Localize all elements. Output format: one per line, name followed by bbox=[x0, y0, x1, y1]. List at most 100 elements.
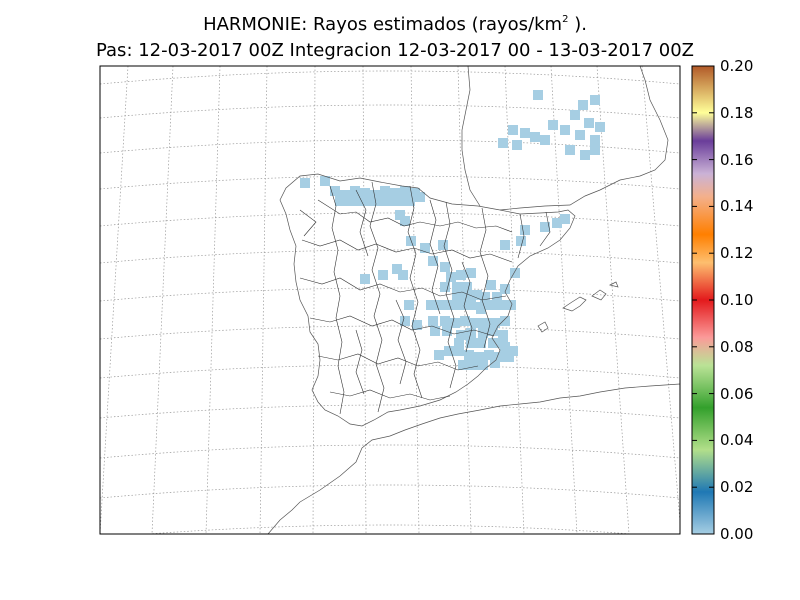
colorbar-tick-label: 0.08 bbox=[720, 337, 754, 356]
lightning-cell bbox=[476, 304, 486, 314]
lightning-cell bbox=[500, 284, 510, 294]
lightning-cell bbox=[498, 138, 508, 148]
lightning-cell bbox=[442, 326, 452, 336]
colorbar-tick-label: 0.00 bbox=[720, 525, 754, 543]
lightning-cell bbox=[510, 268, 520, 278]
lightning-cell bbox=[350, 186, 360, 196]
lightning-cell bbox=[500, 240, 510, 250]
lightning-cell bbox=[490, 318, 500, 328]
map-title-line-1: HARMONIE: Rayos estimados (rayos/km2 ). bbox=[0, 14, 790, 35]
lightning-cell bbox=[540, 222, 550, 232]
lightning-cell bbox=[426, 300, 436, 310]
lightning-cell bbox=[472, 290, 482, 300]
coastline bbox=[267, 66, 680, 534]
lightning-cell bbox=[476, 338, 486, 348]
lightning-cell bbox=[415, 192, 425, 202]
lightning-cell bbox=[412, 320, 422, 330]
lightning-cell bbox=[390, 188, 400, 198]
lightning-cell bbox=[565, 145, 575, 155]
lightning-cell bbox=[494, 352, 504, 362]
lightning-cell bbox=[454, 338, 464, 348]
lightning-cell bbox=[468, 360, 478, 370]
lightning-cell bbox=[466, 300, 476, 310]
title-text: HARMONIE: Rayos estimados (rayos/km bbox=[203, 14, 563, 35]
lightning-cell bbox=[498, 338, 508, 348]
lightning-cell bbox=[420, 243, 430, 253]
lightning-cell bbox=[456, 300, 466, 310]
colorbar-tick-label: 0.20 bbox=[720, 57, 754, 75]
lightning-cell bbox=[480, 318, 490, 328]
lightning-cell bbox=[464, 350, 474, 360]
graticule bbox=[100, 66, 680, 534]
lightning-cell bbox=[395, 210, 405, 220]
lightning-cell bbox=[438, 240, 448, 250]
lightning-cell bbox=[462, 282, 472, 292]
lightning-cell bbox=[516, 236, 526, 246]
lightning-cell bbox=[490, 358, 500, 368]
lightning-cell bbox=[486, 300, 496, 310]
lightning-cell bbox=[466, 268, 476, 278]
lightning-cell bbox=[504, 352, 514, 362]
lightning-cell bbox=[375, 196, 385, 206]
lightning-cell bbox=[345, 196, 355, 206]
lightning-cell bbox=[428, 316, 438, 326]
lightning-cell bbox=[436, 300, 446, 310]
lightning-cell bbox=[506, 300, 516, 310]
lightning-cell bbox=[590, 135, 600, 145]
title-superscript: 2 bbox=[562, 14, 569, 25]
lightning-cell bbox=[378, 270, 388, 280]
lightning-cell bbox=[335, 196, 345, 206]
lightning-cell bbox=[395, 196, 405, 206]
province-borders bbox=[299, 181, 551, 415]
lightning-cell bbox=[560, 214, 570, 224]
lightning-cell bbox=[478, 360, 488, 370]
map-frame bbox=[99, 65, 681, 535]
lightning-cell bbox=[595, 122, 605, 132]
lightning-cell bbox=[444, 346, 454, 356]
lightning-cell bbox=[460, 316, 470, 326]
lightning-cell bbox=[508, 346, 518, 356]
lightning-cell bbox=[452, 292, 462, 302]
lightning-cell bbox=[530, 132, 540, 142]
lightning-cell bbox=[480, 292, 490, 302]
colorbar-tick-label: 0.16 bbox=[720, 150, 754, 169]
lightning-cell bbox=[450, 318, 460, 328]
lightning-cell bbox=[340, 190, 350, 200]
lightning-cell bbox=[500, 316, 510, 326]
lightning-cell bbox=[492, 292, 502, 302]
lightning-cell bbox=[320, 176, 330, 186]
lightning-cell bbox=[484, 350, 494, 360]
lightning-cell bbox=[578, 100, 588, 110]
lightning-cell bbox=[458, 360, 468, 370]
lightning-cell bbox=[440, 262, 450, 272]
colorbar-tick-label: 0.06 bbox=[720, 384, 754, 403]
lightning-cell bbox=[474, 352, 484, 362]
lightning-cell bbox=[533, 90, 543, 100]
lightning-cell bbox=[466, 338, 476, 348]
lightning-cell bbox=[488, 326, 498, 336]
lightning-cell bbox=[570, 110, 580, 120]
lightning-cell bbox=[355, 196, 365, 206]
title-suffix: ). bbox=[568, 14, 587, 35]
lightning-cell bbox=[404, 300, 414, 310]
lightning-field bbox=[300, 90, 605, 370]
lightning-cell bbox=[330, 186, 340, 196]
lightning-cell bbox=[590, 145, 600, 155]
lightning-cell bbox=[520, 128, 530, 138]
colorbar-tick-label: 0.18 bbox=[720, 103, 754, 122]
lightning-cell bbox=[300, 178, 310, 188]
lightning-cell bbox=[548, 120, 558, 130]
lightning-cell bbox=[398, 270, 408, 280]
lightning-cell bbox=[428, 256, 438, 266]
lightning-cell bbox=[360, 274, 370, 284]
colorbar-tick-label: 0.04 bbox=[720, 431, 754, 450]
lightning-cell bbox=[452, 282, 462, 292]
lightning-cell bbox=[456, 330, 466, 340]
lightning-cell bbox=[540, 135, 550, 145]
lightning-cell bbox=[400, 216, 410, 226]
lightning-cell bbox=[488, 338, 498, 348]
lightning-cell bbox=[454, 346, 464, 356]
lightning-cell bbox=[365, 196, 375, 206]
